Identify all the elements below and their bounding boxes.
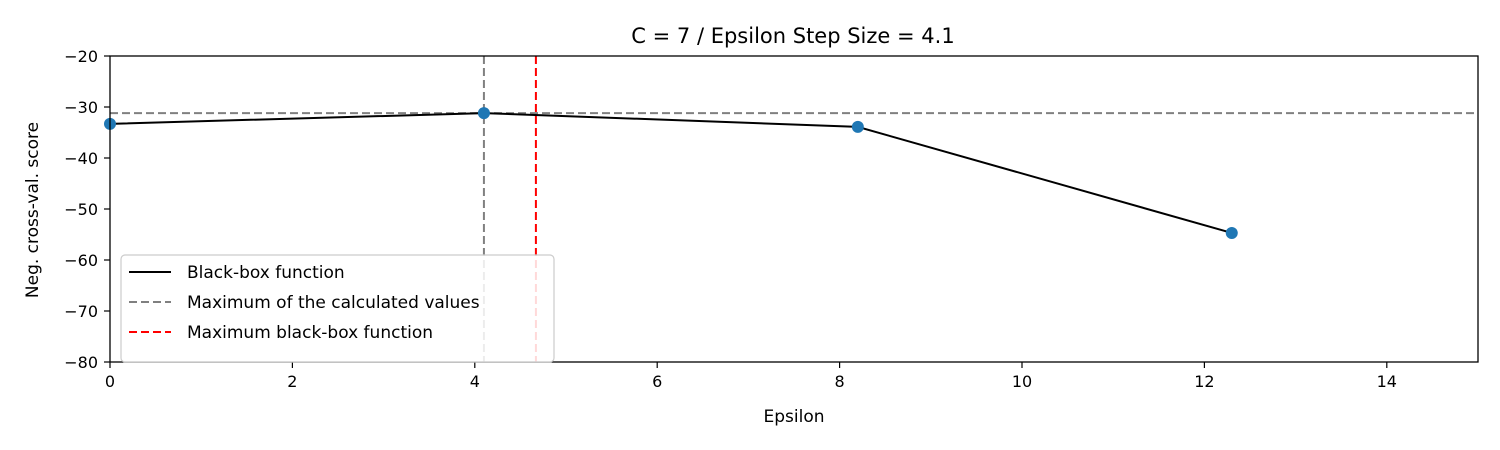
x-tick-label: 6 [652,372,662,391]
chart-title: C = 7 / Epsilon Step Size = 4.1 [631,24,954,48]
series-line-0 [110,112,1233,234]
y-axis: −80 −70 −60 −50 −40 −30 −20 [64,47,110,372]
x-tick-label: 10 [1012,372,1032,391]
y-tick-label: −50 [64,200,98,219]
x-tick-label: 0 [105,372,115,391]
x-tick-label: 8 [835,372,845,391]
data-point [851,120,864,133]
y-tick-label: −30 [64,98,98,117]
x-tick-label: 2 [287,372,297,391]
data-point [477,107,490,120]
legend-entry-label: Maximum of the calculated values [187,293,480,313]
x-tick-label: 4 [470,372,480,391]
legend-box [120,254,555,363]
x-axis-label: Epsilon [763,407,824,427]
legend-entry-label: Black-box function [187,263,345,283]
data-point [1225,226,1238,239]
y-tick-label: −80 [64,353,98,372]
y-tick-label: −60 [64,251,98,270]
x-tick-label: 14 [1377,372,1397,391]
legend-entry-label: Maximum black-box function [187,323,433,343]
y-tick-label: −70 [64,302,98,321]
legend: Black-box function Maximum of the calcula… [120,254,555,363]
y-tick-label: −40 [64,149,98,168]
x-axis: 0 2 4 6 8 10 12 14 [105,362,1397,391]
y-axis-label: Neg. cross-val. score [23,122,43,298]
y-tick-label: −20 [64,47,98,66]
x-tick-label: 12 [1194,372,1214,391]
